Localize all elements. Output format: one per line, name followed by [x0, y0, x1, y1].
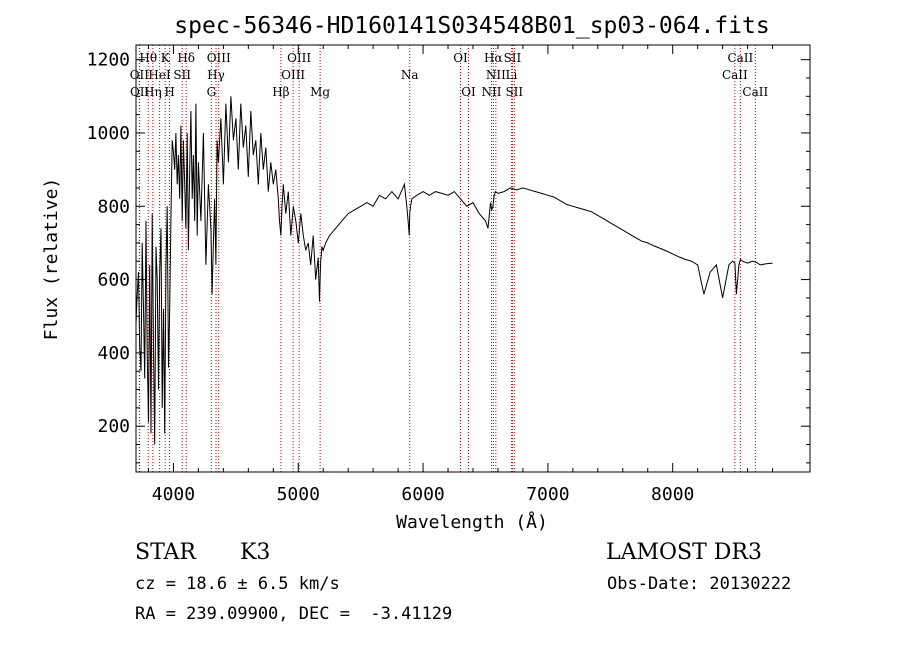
spectral-line-label: NII — [486, 68, 506, 82]
y-axis: 200 400 600 800 1000 1200 — [87, 50, 810, 464]
x-tick-label: 5000 — [277, 484, 320, 505]
y-tick-label: 400 — [97, 343, 130, 364]
coordinates: RA = 239.09900, DEC = -3.41129 — [135, 604, 453, 624]
spectral-line-label: OI — [453, 51, 468, 65]
y-tick-label: 1000 — [87, 123, 130, 144]
spectral-line-label: SII — [505, 85, 523, 99]
spectral-line-markers — [138, 45, 756, 472]
plot-frame — [135, 44, 811, 473]
spectral-line-label: CaII — [727, 51, 753, 65]
x-axis: 4000 5000 6000 7000 8000 — [147, 45, 774, 505]
x-tick-label: 7000 — [526, 484, 569, 505]
spectral-line-label: CaII — [722, 68, 748, 82]
y-axis-label: Flux (relative) — [41, 178, 62, 341]
spectral-line-label: OII — [130, 68, 150, 82]
x-axis-label: Wavelength (Å) — [396, 511, 548, 533]
y-tick-label: 800 — [97, 196, 130, 217]
spectral-line-label: NII — [481, 85, 501, 99]
object-subclass: K3 — [240, 540, 271, 565]
y-tick-label: 200 — [97, 416, 130, 437]
spectral-line-label: G — [207, 85, 217, 99]
x-tick-label: 6000 — [401, 484, 444, 505]
spectral-line-label: OI — [461, 85, 476, 99]
spectral-line-label: SII — [173, 68, 191, 82]
spectral-line-label: OIII — [287, 51, 311, 65]
spectral-line-label: OIII — [207, 51, 231, 65]
object-class: STAR — [135, 540, 196, 565]
spectral-line-label: Hγ — [207, 68, 225, 82]
y-tick-label: 600 — [97, 270, 130, 291]
spectral-line-label: HeI — [148, 68, 171, 82]
spectral-line-label: Hθ — [139, 51, 157, 65]
spectral-line-label: Hα — [484, 51, 503, 65]
spectral-line-label: OII — [130, 85, 150, 99]
y-tick-label: 1200 — [87, 50, 130, 71]
x-tick-label: 4000 — [152, 484, 195, 505]
redshift-cz: cz = 18.6 ± 6.5 km/s — [135, 574, 340, 594]
spectral-line-label: Hη — [144, 85, 162, 99]
spectral-line-label: Li — [506, 68, 518, 82]
survey-name: LAMOST DR3 — [606, 540, 762, 565]
x-tick-label: 8000 — [651, 484, 694, 505]
spectral-line-label: Hδ — [177, 51, 195, 65]
observation-date: Obs-Date: 20130222 — [607, 574, 792, 594]
spectral-line-label: Hβ — [272, 85, 289, 99]
spectrum-series-line — [135, 96, 773, 445]
spectral-line-label: K — [161, 51, 171, 65]
spectral-line-label: Mg — [310, 85, 330, 99]
spectral-line-label: H — [164, 85, 174, 99]
spectral-line-label: Na — [401, 68, 419, 82]
spectral-line-label: OIII — [281, 68, 305, 82]
chart-title: spec-56346-HD160141S034548B01_sp03-064.f… — [174, 13, 769, 39]
spectral-line-label: SII — [504, 51, 522, 65]
spectral-line-label: CaII — [742, 85, 768, 99]
